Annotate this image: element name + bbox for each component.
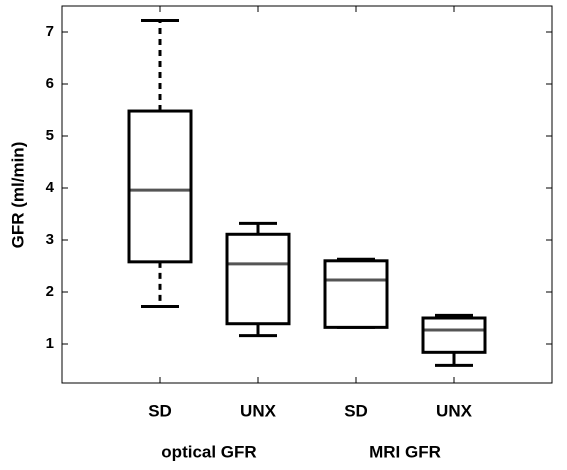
- box-4: [421, 313, 487, 367]
- box-3: [323, 257, 389, 329]
- x-category-label: SD: [148, 401, 172, 420]
- y-tick-label: 4: [46, 179, 55, 196]
- y-tick-label: 2: [46, 283, 54, 300]
- y-axis-ticks: 1 2 3 4 5 6 7: [46, 6, 552, 383]
- x-category-label: UNX: [240, 401, 277, 420]
- y-tick-label: 6: [46, 75, 54, 92]
- plot-frame: [61, 5, 553, 384]
- y-tick-label: 7: [46, 23, 54, 40]
- iqr-box: [421, 316, 487, 354]
- y-axis-title: GFR (ml/min): [8, 142, 27, 249]
- iqr-box: [225, 232, 291, 326]
- x-group-label: optical GFR: [161, 442, 256, 461]
- x-category-label: SD: [344, 401, 368, 420]
- iqr-box: [127, 109, 193, 264]
- y-tick-label: 5: [46, 127, 54, 144]
- iqr-box: [323, 259, 389, 329]
- x-group-label: MRI GFR: [369, 442, 441, 461]
- category-labels: SD UNX SD UNX optical GFR MRI GFR: [148, 401, 472, 461]
- y-tick-label: 1: [46, 335, 54, 352]
- y-tick-label: 3: [46, 231, 54, 248]
- x-category-label: UNX: [436, 401, 473, 420]
- box-1: [127, 19, 193, 309]
- boxes-layer: [127, 19, 487, 367]
- box-2: [225, 221, 291, 338]
